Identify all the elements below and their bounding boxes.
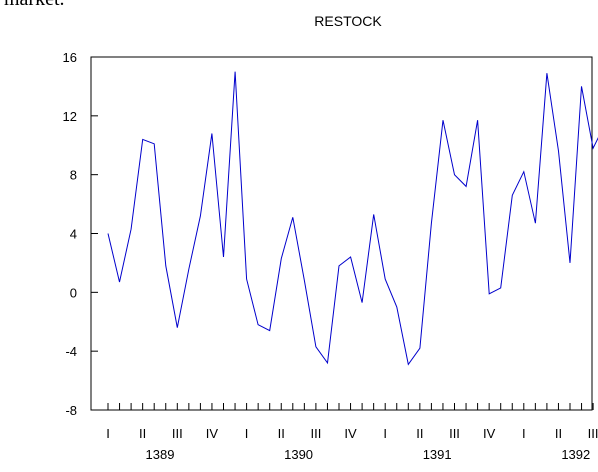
x-quarter-label: II: [416, 426, 423, 441]
x-quarter-label: IV: [344, 426, 357, 441]
x-quarter-label: IV: [206, 426, 219, 441]
y-tick-label: 16: [63, 50, 77, 65]
y-tick-label: 4: [70, 227, 77, 242]
y-axis: -8 -4 0 4 8 12 16: [63, 50, 98, 418]
x-quarter-label: I: [106, 426, 110, 441]
x-quarter-label: III: [588, 426, 598, 441]
x-quarter-label: I: [522, 426, 526, 441]
x-axis: IIIIIIIVIIIIIIIVIIIIIIIVIIIIIIIV13891390…: [106, 403, 598, 462]
x-quarter-label: II: [555, 426, 562, 441]
y-tick-label: -4: [65, 344, 77, 359]
x-year-label: 1391: [423, 447, 452, 462]
x-quarter-label: I: [383, 426, 387, 441]
x-quarter-label: III: [310, 426, 321, 441]
x-quarter-label: III: [449, 426, 460, 441]
plot-frame: [91, 57, 592, 410]
x-quarter-label: IV: [483, 426, 496, 441]
x-year-label: 1392: [561, 447, 590, 462]
x-year-label: 1390: [284, 447, 313, 462]
clipped-caption-text: market.: [4, 0, 65, 11]
series-line-restock: [108, 72, 598, 393]
chart-title: RESTOCK: [314, 13, 382, 29]
x-quarter-label: III: [172, 426, 183, 441]
x-quarter-label: II: [278, 426, 285, 441]
x-quarter-label: II: [139, 426, 146, 441]
y-tick-label: -8: [65, 403, 77, 418]
x-year-label: 1389: [146, 447, 175, 462]
series-layer: [108, 72, 598, 393]
x-quarter-label: I: [245, 426, 249, 441]
y-tick-label: 12: [63, 109, 77, 124]
y-tick-label: 0: [70, 285, 77, 300]
y-tick-label: 8: [70, 168, 77, 183]
